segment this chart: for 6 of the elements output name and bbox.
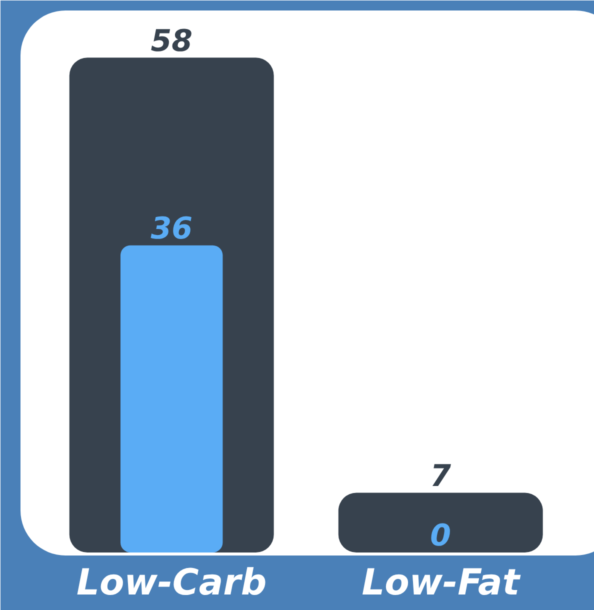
x-tick-label: Low-Fat: [362, 562, 522, 604]
data-label: 7: [430, 458, 452, 494]
x-tick-label: Low-Carb: [76, 562, 267, 604]
data-label: 58: [150, 24, 192, 59]
data-label: 36: [150, 212, 192, 247]
data-label: 0: [430, 518, 452, 554]
